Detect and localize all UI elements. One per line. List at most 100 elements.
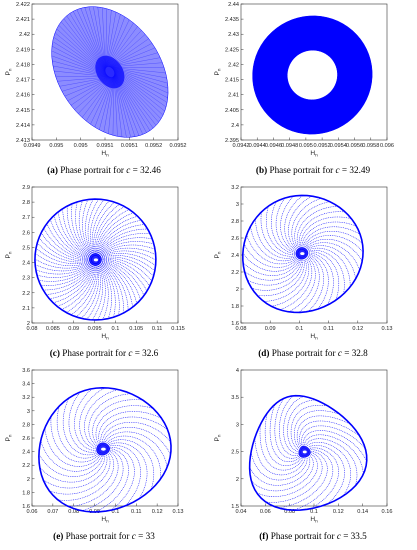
x-axis-label-sub-d: n bbox=[315, 336, 318, 341]
orbit-arm-d bbox=[304, 247, 351, 287]
x-tick-label-f: 0.16 bbox=[382, 509, 393, 515]
orbit-arm-f bbox=[287, 399, 316, 453]
orbit-arm-c bbox=[57, 211, 93, 259]
orbit-arm-c bbox=[50, 219, 92, 260]
y-tick-label-e: 2.6 bbox=[22, 436, 30, 442]
orbit-arm-c bbox=[49, 262, 95, 300]
x-tick-label-c: 0.09 bbox=[68, 326, 79, 332]
y-tick-label-c: 2.6 bbox=[22, 230, 30, 236]
orbit-arm-c bbox=[98, 258, 150, 287]
orbit-arm-c bbox=[57, 263, 96, 307]
y-axis-label-d: Pn bbox=[214, 251, 222, 258]
orbit-arm-f bbox=[274, 398, 302, 459]
x-tick-label-c: 0.085 bbox=[46, 326, 60, 332]
y-tick-label-e: 3.4 bbox=[22, 382, 30, 388]
caption-a-text: Phase portrait for bbox=[60, 165, 124, 175]
orbit-arm-f bbox=[293, 449, 334, 511]
y-tick-label-e: 3 bbox=[27, 409, 30, 415]
orbit-arm-c bbox=[70, 263, 97, 316]
orbit-arm-e bbox=[39, 452, 106, 483]
y-axis-label-sub-f: n bbox=[217, 434, 222, 437]
orbit-center-hole-d bbox=[300, 252, 305, 256]
y-tick-label-d: 3.2 bbox=[231, 185, 239, 191]
caption-d-eq: = 32.8 bbox=[344, 348, 368, 358]
orbit-arm-e bbox=[98, 411, 162, 446]
x-axis-label-sub-f: n bbox=[315, 519, 318, 524]
y-tick-label-b: 2.44 bbox=[228, 2, 239, 8]
x-tick-label-f: 0.08 bbox=[284, 509, 295, 515]
orbit-f bbox=[248, 394, 368, 511]
caption-a-var: c bbox=[126, 165, 131, 175]
orbit-arm-c bbox=[98, 260, 133, 308]
orbit-arm-f bbox=[306, 447, 339, 509]
caption-b-label: (b) bbox=[255, 165, 268, 175]
orbit-arm-c bbox=[82, 199, 94, 257]
orbit-arm-e bbox=[79, 387, 106, 450]
x-axis-label-d: Hn bbox=[310, 333, 318, 341]
x-tick-label-c: 0.095 bbox=[88, 326, 102, 332]
orbit-arm-d bbox=[255, 218, 299, 259]
orbit-arm-c bbox=[85, 198, 94, 257]
x-tick-label-a: 0.095 bbox=[49, 143, 63, 149]
orbit-arm-e bbox=[88, 393, 131, 448]
orbit-arm-f bbox=[305, 444, 345, 505]
orbit-arm-c bbox=[86, 262, 101, 320]
orbit-arm-d bbox=[271, 255, 310, 307]
chart-a: 0.0949 0.095 0.095 0.0951 0.0951 0.0952 0.0952… bbox=[5, 2, 187, 158]
y-tick-label-a: 2.418 bbox=[16, 62, 30, 68]
x-tick-label-b: 0.0946 bbox=[265, 143, 282, 149]
orbit-arm-c bbox=[98, 259, 141, 300]
orbit-arm-e bbox=[100, 416, 168, 446]
x-axis-label-b: Hn bbox=[310, 150, 318, 158]
orbit-arm-c bbox=[35, 261, 93, 272]
orbit-arm-c bbox=[35, 253, 93, 267]
orbit-arm-e bbox=[38, 452, 104, 477]
orbit-arm-c bbox=[38, 237, 92, 262]
orbit-arm-f bbox=[293, 410, 340, 451]
x-tick-label-b: 0.0954 bbox=[330, 143, 347, 149]
caption-a-eq: = 32.46 bbox=[132, 165, 161, 175]
x-tick-label-d: 0.12 bbox=[352, 326, 363, 332]
orbit-arm-d bbox=[298, 254, 320, 313]
y-tick-label-e: 1.6 bbox=[22, 504, 30, 510]
x-tick-label-f: 0.04 bbox=[236, 509, 247, 515]
x-tick-label-e: 0.13 bbox=[173, 509, 184, 515]
x-tick-label-b: 0.096 bbox=[380, 143, 394, 149]
y-tick-label-f: 1.5 bbox=[231, 504, 239, 510]
y-axis-label-sub-a: n bbox=[8, 68, 13, 71]
x-tick-label-f: 0.06 bbox=[260, 509, 271, 515]
y-tick-label-b: 2.42 bbox=[228, 62, 239, 68]
orbit-arm-f bbox=[296, 415, 351, 450]
y-tick-label-d: 2 bbox=[236, 287, 239, 293]
chart-c: 0.08 0.085 0.09 0.095 0.1 0.105 0.11 0.115 2 2.1 2… bbox=[5, 185, 185, 341]
caption-d-text: Phase portrait for bbox=[271, 348, 336, 358]
y-tick-label-d: 2.6 bbox=[231, 236, 239, 242]
y-tick-label-f: 4 bbox=[236, 368, 239, 374]
orbit-arm-c bbox=[95, 209, 130, 256]
y-tick-label-b: 2.43 bbox=[228, 32, 239, 38]
orbit-boundary-d bbox=[241, 194, 364, 314]
x-tick-label-c: 0.1 bbox=[112, 326, 120, 332]
orbit-arm-f bbox=[299, 420, 360, 450]
orbit-arm-d bbox=[296, 205, 338, 251]
y-tick-label-d: 1.8 bbox=[231, 304, 239, 310]
y-tick-label-b: 2.435 bbox=[225, 17, 239, 23]
y-tick-label-e: 1.8 bbox=[22, 490, 30, 496]
orbit-arm-c bbox=[35, 261, 93, 275]
orbit-arm-d bbox=[301, 226, 361, 250]
orbit-arm-c bbox=[96, 228, 148, 257]
orbit-boundary-e bbox=[38, 386, 172, 513]
orbit-arm-e bbox=[95, 448, 129, 513]
x-tick-label-e: 0.06 bbox=[27, 509, 38, 515]
orbit-arm-d bbox=[303, 242, 360, 271]
chart-b: 0.0942 0.0944 0.0946 0.0948 0.095 0.0952 0.095… bbox=[214, 2, 394, 158]
orbit-arm-c bbox=[93, 202, 115, 257]
x-tick-label-f: 0.1 bbox=[310, 509, 318, 515]
caption-e: (e) Phase portrait for c = 33 bbox=[0, 531, 208, 541]
orbit-arm-e bbox=[95, 405, 154, 447]
orbit-core-a bbox=[95, 55, 125, 89]
orbit-arm-c bbox=[36, 261, 94, 278]
orbit-arm-c bbox=[34, 258, 93, 269]
y-tick-label-e: 2.4 bbox=[22, 450, 30, 456]
panel-f: 0.04 0.06 0.08 0.1 0.12 0.14 0.16 1.5 2 2.5 3 3.5 4 H… bbox=[209, 366, 417, 549]
